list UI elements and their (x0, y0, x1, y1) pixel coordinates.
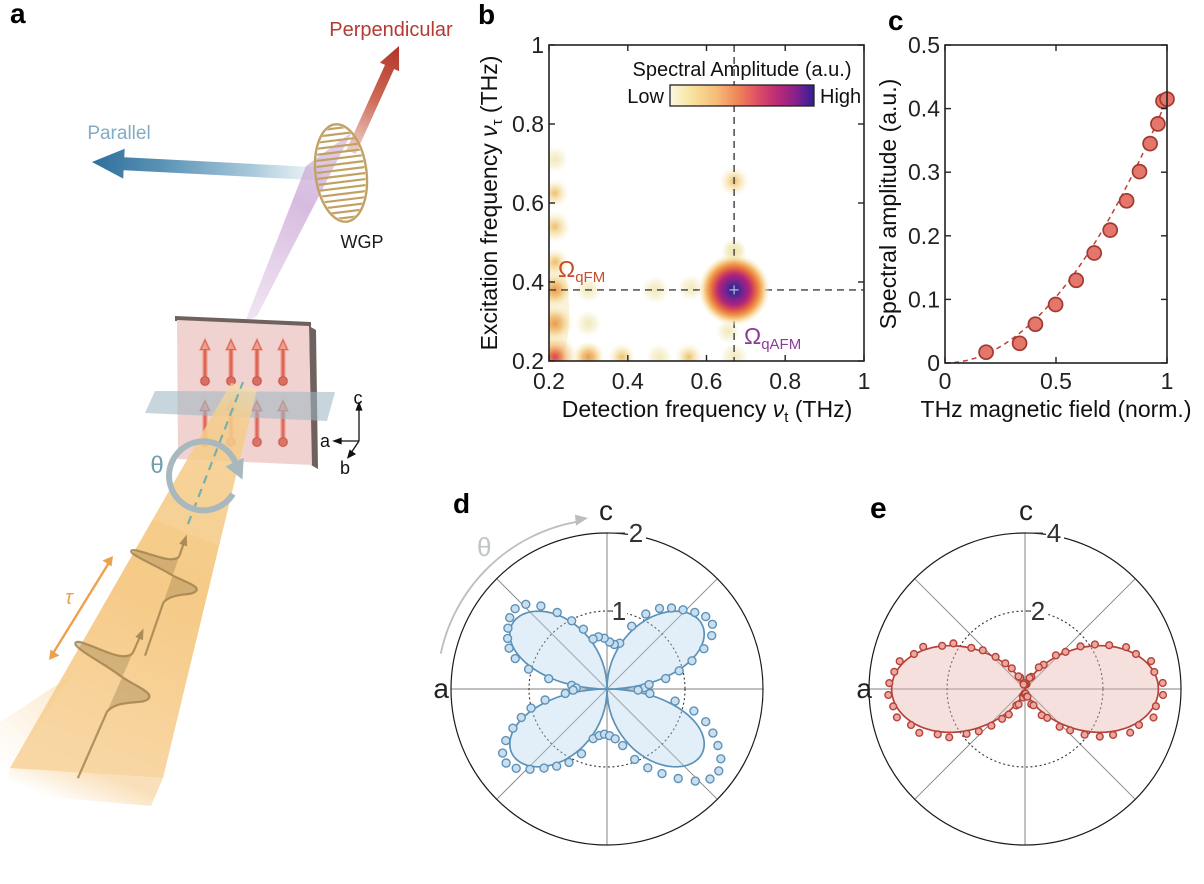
svg-text:Low: Low (627, 86, 664, 108)
svg-text:e: e (870, 492, 887, 525)
svg-text:θ: θ (150, 452, 163, 479)
svg-text:0.4: 0.4 (612, 368, 644, 394)
svg-text:0.8: 0.8 (769, 368, 801, 394)
svg-text:a: a (10, 0, 26, 29)
svg-text:Spectral amplitude (a.u.): Spectral amplitude (a.u.) (875, 79, 901, 330)
svg-text:1: 1 (612, 596, 626, 626)
svg-text:c: c (354, 388, 363, 408)
svg-text:a: a (856, 673, 872, 704)
svg-text:c: c (1019, 495, 1033, 526)
svg-text:0.1: 0.1 (908, 286, 940, 312)
svg-text:0.2: 0.2 (533, 368, 565, 394)
svg-text:Excitation frequency ντ (THz): Excitation frequency ντ (THz) (476, 56, 506, 351)
svg-text:b: b (340, 458, 350, 478)
svg-text:2: 2 (1031, 596, 1045, 626)
svg-text:c: c (599, 495, 613, 526)
svg-text:1: 1 (1161, 368, 1174, 394)
svg-text:0.3: 0.3 (908, 159, 940, 185)
svg-text:1: 1 (531, 32, 544, 58)
svg-text:1: 1 (858, 368, 871, 394)
svg-text:θ: θ (477, 532, 491, 562)
svg-text:d: d (453, 488, 470, 519)
svg-text:0.4: 0.4 (908, 96, 940, 122)
svg-text:τ: τ (65, 587, 74, 609)
svg-text:High: High (820, 86, 861, 108)
svg-text:0.6: 0.6 (512, 190, 544, 216)
svg-text:Parallel: Parallel (87, 123, 150, 144)
svg-text:Detection frequency νt (THz): Detection frequency νt (THz) (562, 396, 853, 426)
svg-text:0.5: 0.5 (908, 32, 940, 58)
svg-text:0: 0 (939, 368, 952, 394)
svg-text:a: a (433, 673, 449, 704)
svg-text:0.6: 0.6 (691, 368, 723, 394)
svg-text:WGP: WGP (341, 232, 384, 252)
svg-text:Perpendicular: Perpendicular (329, 19, 453, 41)
svg-text:0.5: 0.5 (1040, 368, 1072, 394)
svg-text:0.4: 0.4 (512, 269, 544, 295)
svg-text:b: b (478, 0, 495, 30)
svg-text:Spectral Amplitude (a.u.): Spectral Amplitude (a.u.) (633, 59, 852, 81)
svg-text:0.2: 0.2 (908, 223, 940, 249)
svg-text:4: 4 (1047, 518, 1061, 548)
svg-text:2: 2 (629, 518, 643, 548)
svg-text:0: 0 (927, 350, 940, 376)
svg-text:0.2: 0.2 (512, 348, 544, 374)
svg-text:c: c (888, 5, 904, 36)
svg-text:0.8: 0.8 (512, 111, 544, 137)
svg-text:THz magnetic field (norm.): THz magnetic field (norm.) (921, 396, 1192, 422)
svg-text:a: a (320, 431, 331, 451)
